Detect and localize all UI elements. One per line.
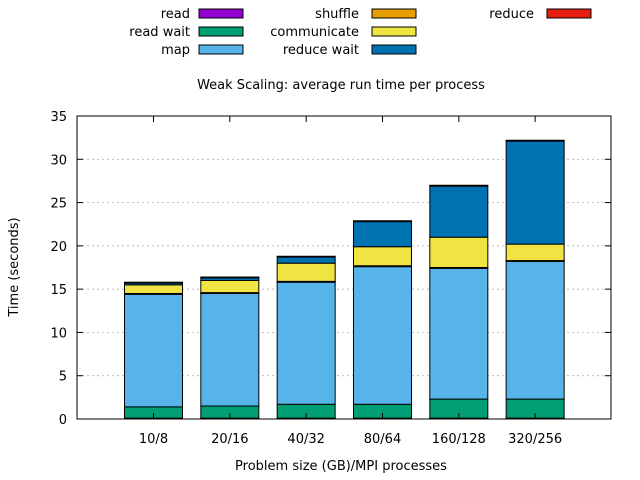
legend: read read wait map shuffle communicate reduce… xyxy=(129,7,592,58)
bar-segment-communicate xyxy=(276,262,336,282)
bar-segment-communicate xyxy=(200,279,260,294)
bar-segment-reduce xyxy=(276,255,336,258)
bar-segment-reduce-wait xyxy=(352,221,412,248)
y-tick-label: 30 xyxy=(50,153,67,168)
x-tick-label: 40/32 xyxy=(287,432,324,447)
bar-segment-map xyxy=(276,281,336,405)
y-tick-label: 10 xyxy=(50,326,67,341)
bar-segment-communicate xyxy=(429,236,489,268)
legend-item-shuffle: shuffle xyxy=(315,7,417,22)
x-tick-label: 160/128 xyxy=(432,432,486,447)
y-tick-label: 35 xyxy=(50,110,67,125)
bar-segment-reduce xyxy=(200,276,260,279)
legend-item-map: map xyxy=(161,43,244,58)
bar-segment-map xyxy=(429,267,489,400)
bar-segment-reduce xyxy=(124,281,183,284)
bar-segment-map xyxy=(352,266,412,405)
legend-swatch xyxy=(198,8,244,19)
legend-label: communicate xyxy=(270,25,359,40)
x-axis-label: Problem size (GB)/MPI processes xyxy=(235,459,447,474)
bar-segment-reduce xyxy=(429,184,489,187)
legend-item-reduce-wait: reduce wait xyxy=(283,43,417,58)
legend-item-read-wait: read wait xyxy=(129,25,244,40)
legend-label: reduce wait xyxy=(283,43,359,58)
chart-title: Weak Scaling: average run time per proce… xyxy=(197,78,485,93)
bar-segment-reduce-wait xyxy=(429,185,489,238)
y-axis: 0 5 10 15 20 25 30 35 xyxy=(50,110,611,428)
bar-segment-map xyxy=(124,293,183,408)
y-tick-label: 15 xyxy=(50,283,67,298)
bar-segment-communicate xyxy=(124,284,183,294)
x-tick-label: 80/64 xyxy=(364,432,401,447)
bar-segment-communicate xyxy=(352,246,412,267)
bar-segment-reduce-wait xyxy=(505,140,565,245)
legend-label: read xyxy=(161,7,190,22)
bars xyxy=(124,139,565,420)
legend-item-communicate: communicate xyxy=(270,25,417,40)
bar-segment-reduce xyxy=(352,220,412,223)
bar-segment-communicate xyxy=(505,243,565,262)
legend-label: shuffle xyxy=(315,7,359,22)
y-tick-label: 20 xyxy=(50,240,67,255)
x-axis: 10/8 20/16 40/32 80/64 160/128 320/256 xyxy=(139,116,562,447)
bar-segment-reduce-wait xyxy=(276,256,336,264)
y-axis-label: Time (seconds) xyxy=(7,217,22,317)
legend-swatch xyxy=(371,44,417,55)
legend-label: reduce xyxy=(489,7,534,22)
plot-frame xyxy=(76,115,612,420)
legend-label: read wait xyxy=(129,25,190,40)
legend-swatch xyxy=(371,8,417,19)
legend-label: map xyxy=(161,43,190,58)
legend-swatch xyxy=(546,8,592,19)
legend-item-read: read xyxy=(161,7,244,22)
legend-swatch xyxy=(198,44,244,55)
bar-segment-map xyxy=(505,260,565,400)
x-tick-label: 20/16 xyxy=(211,432,248,447)
x-tick-label: 320/256 xyxy=(508,432,562,447)
bar-segment-map xyxy=(200,292,260,407)
x-tick-label: 10/8 xyxy=(139,432,168,447)
y-tick-label: 5 xyxy=(59,370,67,385)
legend-item-reduce: reduce xyxy=(489,7,592,22)
bar-segment-reduce xyxy=(505,139,565,142)
legend-swatch xyxy=(198,26,244,37)
legend-swatch xyxy=(371,26,417,37)
y-tick-label: 25 xyxy=(50,197,67,212)
y-tick-label: 0 xyxy=(59,413,67,428)
